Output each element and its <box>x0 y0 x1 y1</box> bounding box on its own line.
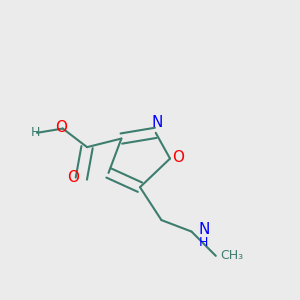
Text: H: H <box>31 126 40 139</box>
Text: CH₃: CH₃ <box>220 249 243 262</box>
Text: O: O <box>55 120 67 135</box>
Text: H: H <box>199 236 208 249</box>
Text: O: O <box>172 150 184 165</box>
Text: N: N <box>199 222 210 237</box>
Text: O: O <box>67 170 79 185</box>
Text: N: N <box>152 115 163 130</box>
